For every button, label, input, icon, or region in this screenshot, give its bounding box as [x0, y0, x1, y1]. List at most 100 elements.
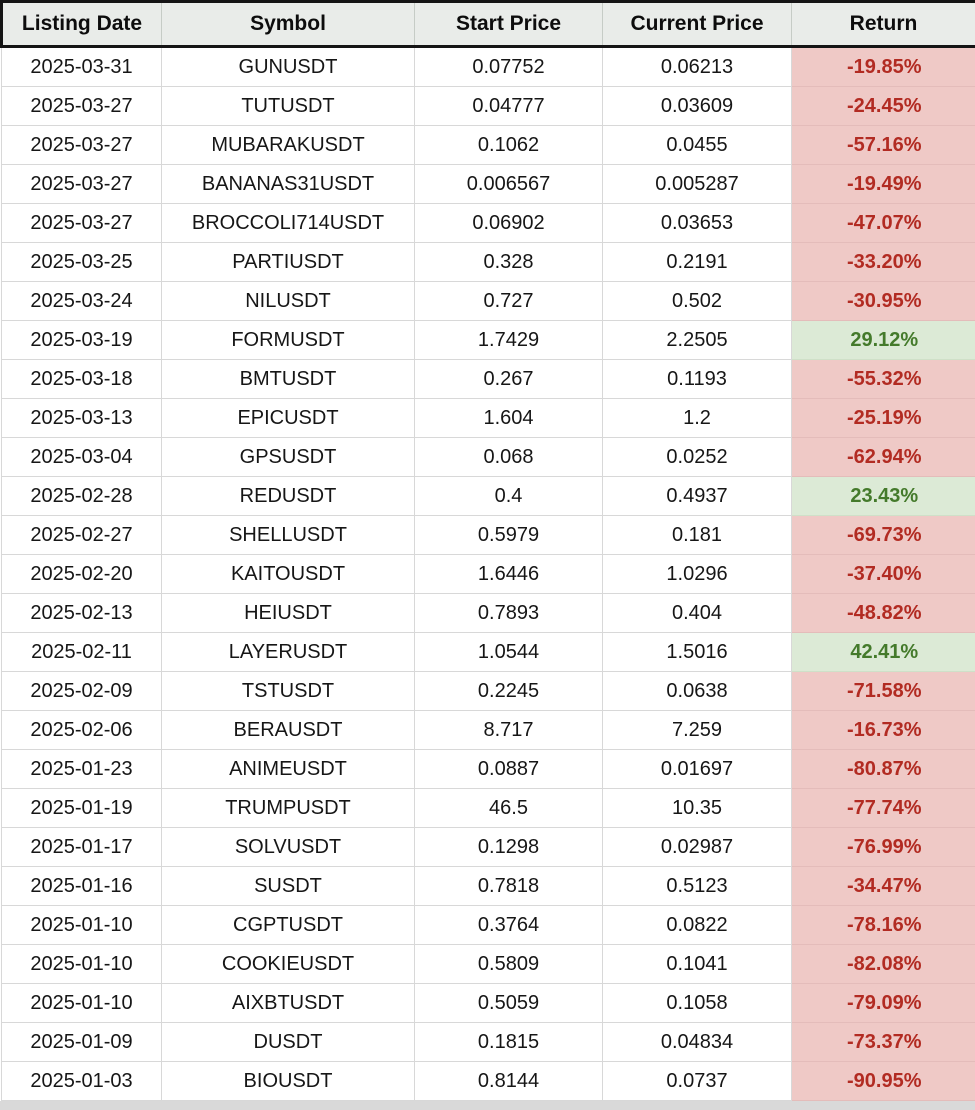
- symbol-cell[interactable]: REDUSDT: [162, 477, 415, 516]
- start-price-cell[interactable]: 0.006567: [415, 165, 603, 204]
- start-price-cell[interactable]: 0.7893: [415, 594, 603, 633]
- current-price-cell[interactable]: 0.2191: [603, 243, 792, 282]
- symbol-cell[interactable]: AIXBTUSDT: [162, 984, 415, 1023]
- start-price-cell[interactable]: 0.2245: [415, 672, 603, 711]
- return-cell[interactable]: -80.87%: [792, 750, 975, 789]
- listing-date-cell[interactable]: 2025-01-17: [2, 828, 162, 867]
- return-cell[interactable]: -19.49%: [792, 165, 975, 204]
- symbol-cell[interactable]: TUTUSDT: [162, 87, 415, 126]
- symbol-cell[interactable]: BANANAS31USDT: [162, 165, 415, 204]
- return-cell[interactable]: -62.94%: [792, 438, 975, 477]
- symbol-cell[interactable]: MUBARAKUSDT: [162, 126, 415, 165]
- current-price-cell[interactable]: 0.0455: [603, 126, 792, 165]
- listing-date-cell[interactable]: 2025-02-11: [2, 633, 162, 672]
- listing-date-cell[interactable]: 2025-01-19: [2, 789, 162, 828]
- listing-date-cell[interactable]: 2025-03-18: [2, 360, 162, 399]
- symbol-cell[interactable]: GUNUSDT: [162, 47, 415, 87]
- current-price-cell[interactable]: 0.5123: [603, 867, 792, 906]
- current-price-cell[interactable]: 0.02987: [603, 828, 792, 867]
- start-price-cell[interactable]: 0.1815: [415, 1023, 603, 1062]
- listing-date-cell[interactable]: 2025-01-23: [2, 750, 162, 789]
- listing-date-cell[interactable]: 2025-03-25: [2, 243, 162, 282]
- listing-date-cell[interactable]: 2025-03-27: [2, 165, 162, 204]
- start-price-cell[interactable]: 0.7818: [415, 867, 603, 906]
- start-price-cell[interactable]: 0.727: [415, 282, 603, 321]
- symbol-cell[interactable]: SOLVUSDT: [162, 828, 415, 867]
- symbol-cell[interactable]: FORMUSDT: [162, 321, 415, 360]
- start-price-cell[interactable]: 0.3764: [415, 906, 603, 945]
- current-price-cell[interactable]: 0.4937: [603, 477, 792, 516]
- start-price-cell[interactable]: 0.06902: [415, 204, 603, 243]
- symbol-cell[interactable]: KAITOUSDT: [162, 555, 415, 594]
- current-price-cell[interactable]: 0.005287: [603, 165, 792, 204]
- symbol-cell[interactable]: HEIUSDT: [162, 594, 415, 633]
- return-cell[interactable]: -69.73%: [792, 516, 975, 555]
- current-price-cell[interactable]: 0.404: [603, 594, 792, 633]
- symbol-cell[interactable]: DUSDT: [162, 1023, 415, 1062]
- start-price-cell[interactable]: 46.5: [415, 789, 603, 828]
- start-price-cell[interactable]: 1.7429: [415, 321, 603, 360]
- start-price-cell[interactable]: 0.07752: [415, 47, 603, 87]
- return-cell[interactable]: -57.16%: [792, 126, 975, 165]
- listing-date-cell[interactable]: 2025-02-28: [2, 477, 162, 516]
- listing-date-cell[interactable]: 2025-01-10: [2, 945, 162, 984]
- start-price-cell[interactable]: 1.0544: [415, 633, 603, 672]
- symbol-cell[interactable]: TSTUSDT: [162, 672, 415, 711]
- start-price-cell[interactable]: 0.04777: [415, 87, 603, 126]
- column-header-symbol[interactable]: Symbol: [162, 2, 415, 47]
- return-cell[interactable]: -33.20%: [792, 243, 975, 282]
- column-header-listing-date[interactable]: Listing Date: [2, 2, 162, 47]
- current-price-cell[interactable]: 0.1058: [603, 984, 792, 1023]
- listing-date-cell[interactable]: 2025-03-27: [2, 87, 162, 126]
- listing-date-cell[interactable]: 2025-03-31: [2, 47, 162, 87]
- symbol-cell[interactable]: COOKIEUSDT: [162, 945, 415, 984]
- current-price-cell[interactable]: 0.01697: [603, 750, 792, 789]
- current-price-cell[interactable]: 0.0822: [603, 906, 792, 945]
- current-price-cell[interactable]: 0.1193: [603, 360, 792, 399]
- start-price-cell[interactable]: 0.5979: [415, 516, 603, 555]
- symbol-cell[interactable]: CGPTUSDT: [162, 906, 415, 945]
- start-price-cell[interactable]: 1.604: [415, 399, 603, 438]
- start-price-cell[interactable]: 0.0887: [415, 750, 603, 789]
- symbol-cell[interactable]: NILUSDT: [162, 282, 415, 321]
- current-price-cell[interactable]: 0.04834: [603, 1023, 792, 1062]
- symbol-cell[interactable]: BIOUSDT: [162, 1062, 415, 1101]
- current-price-cell[interactable]: 1.0296: [603, 555, 792, 594]
- return-cell[interactable]: -19.85%: [792, 47, 975, 87]
- start-price-cell[interactable]: 0.5809: [415, 945, 603, 984]
- current-price-cell[interactable]: 0.1041: [603, 945, 792, 984]
- symbol-cell[interactable]: ANIMEUSDT: [162, 750, 415, 789]
- return-cell[interactable]: -90.95%: [792, 1062, 975, 1101]
- symbol-cell[interactable]: BROCCOLI714USDT: [162, 204, 415, 243]
- current-price-cell[interactable]: 2.2505: [603, 321, 792, 360]
- listing-date-cell[interactable]: 2025-01-09: [2, 1023, 162, 1062]
- current-price-cell[interactable]: 1.2: [603, 399, 792, 438]
- listing-date-cell[interactable]: 2025-03-04: [2, 438, 162, 477]
- start-price-cell[interactable]: 0.4: [415, 477, 603, 516]
- return-cell[interactable]: -16.73%: [792, 711, 975, 750]
- return-cell[interactable]: 42.41%: [792, 633, 975, 672]
- start-price-cell[interactable]: 0.068: [415, 438, 603, 477]
- current-price-cell[interactable]: 10.35: [603, 789, 792, 828]
- current-price-cell[interactable]: 0.502: [603, 282, 792, 321]
- start-price-cell[interactable]: 0.8144: [415, 1062, 603, 1101]
- return-cell[interactable]: 23.43%: [792, 477, 975, 516]
- listing-date-cell[interactable]: 2025-01-16: [2, 867, 162, 906]
- listing-date-cell[interactable]: 2025-02-13: [2, 594, 162, 633]
- start-price-cell[interactable]: 0.328: [415, 243, 603, 282]
- start-price-cell[interactable]: 0.267: [415, 360, 603, 399]
- start-price-cell[interactable]: 0.5059: [415, 984, 603, 1023]
- listing-date-cell[interactable]: 2025-02-20: [2, 555, 162, 594]
- column-header-start-price[interactable]: Start Price: [415, 2, 603, 47]
- return-cell[interactable]: -82.08%: [792, 945, 975, 984]
- current-price-cell[interactable]: 0.0737: [603, 1062, 792, 1101]
- symbol-cell[interactable]: EPICUSDT: [162, 399, 415, 438]
- current-price-cell[interactable]: 0.03609: [603, 87, 792, 126]
- start-price-cell[interactable]: 8.717: [415, 711, 603, 750]
- return-cell[interactable]: -55.32%: [792, 360, 975, 399]
- return-cell[interactable]: -47.07%: [792, 204, 975, 243]
- column-header-return[interactable]: Return: [792, 2, 975, 47]
- return-cell[interactable]: -78.16%: [792, 906, 975, 945]
- column-header-current-price[interactable]: Current Price: [603, 2, 792, 47]
- return-cell[interactable]: -34.47%: [792, 867, 975, 906]
